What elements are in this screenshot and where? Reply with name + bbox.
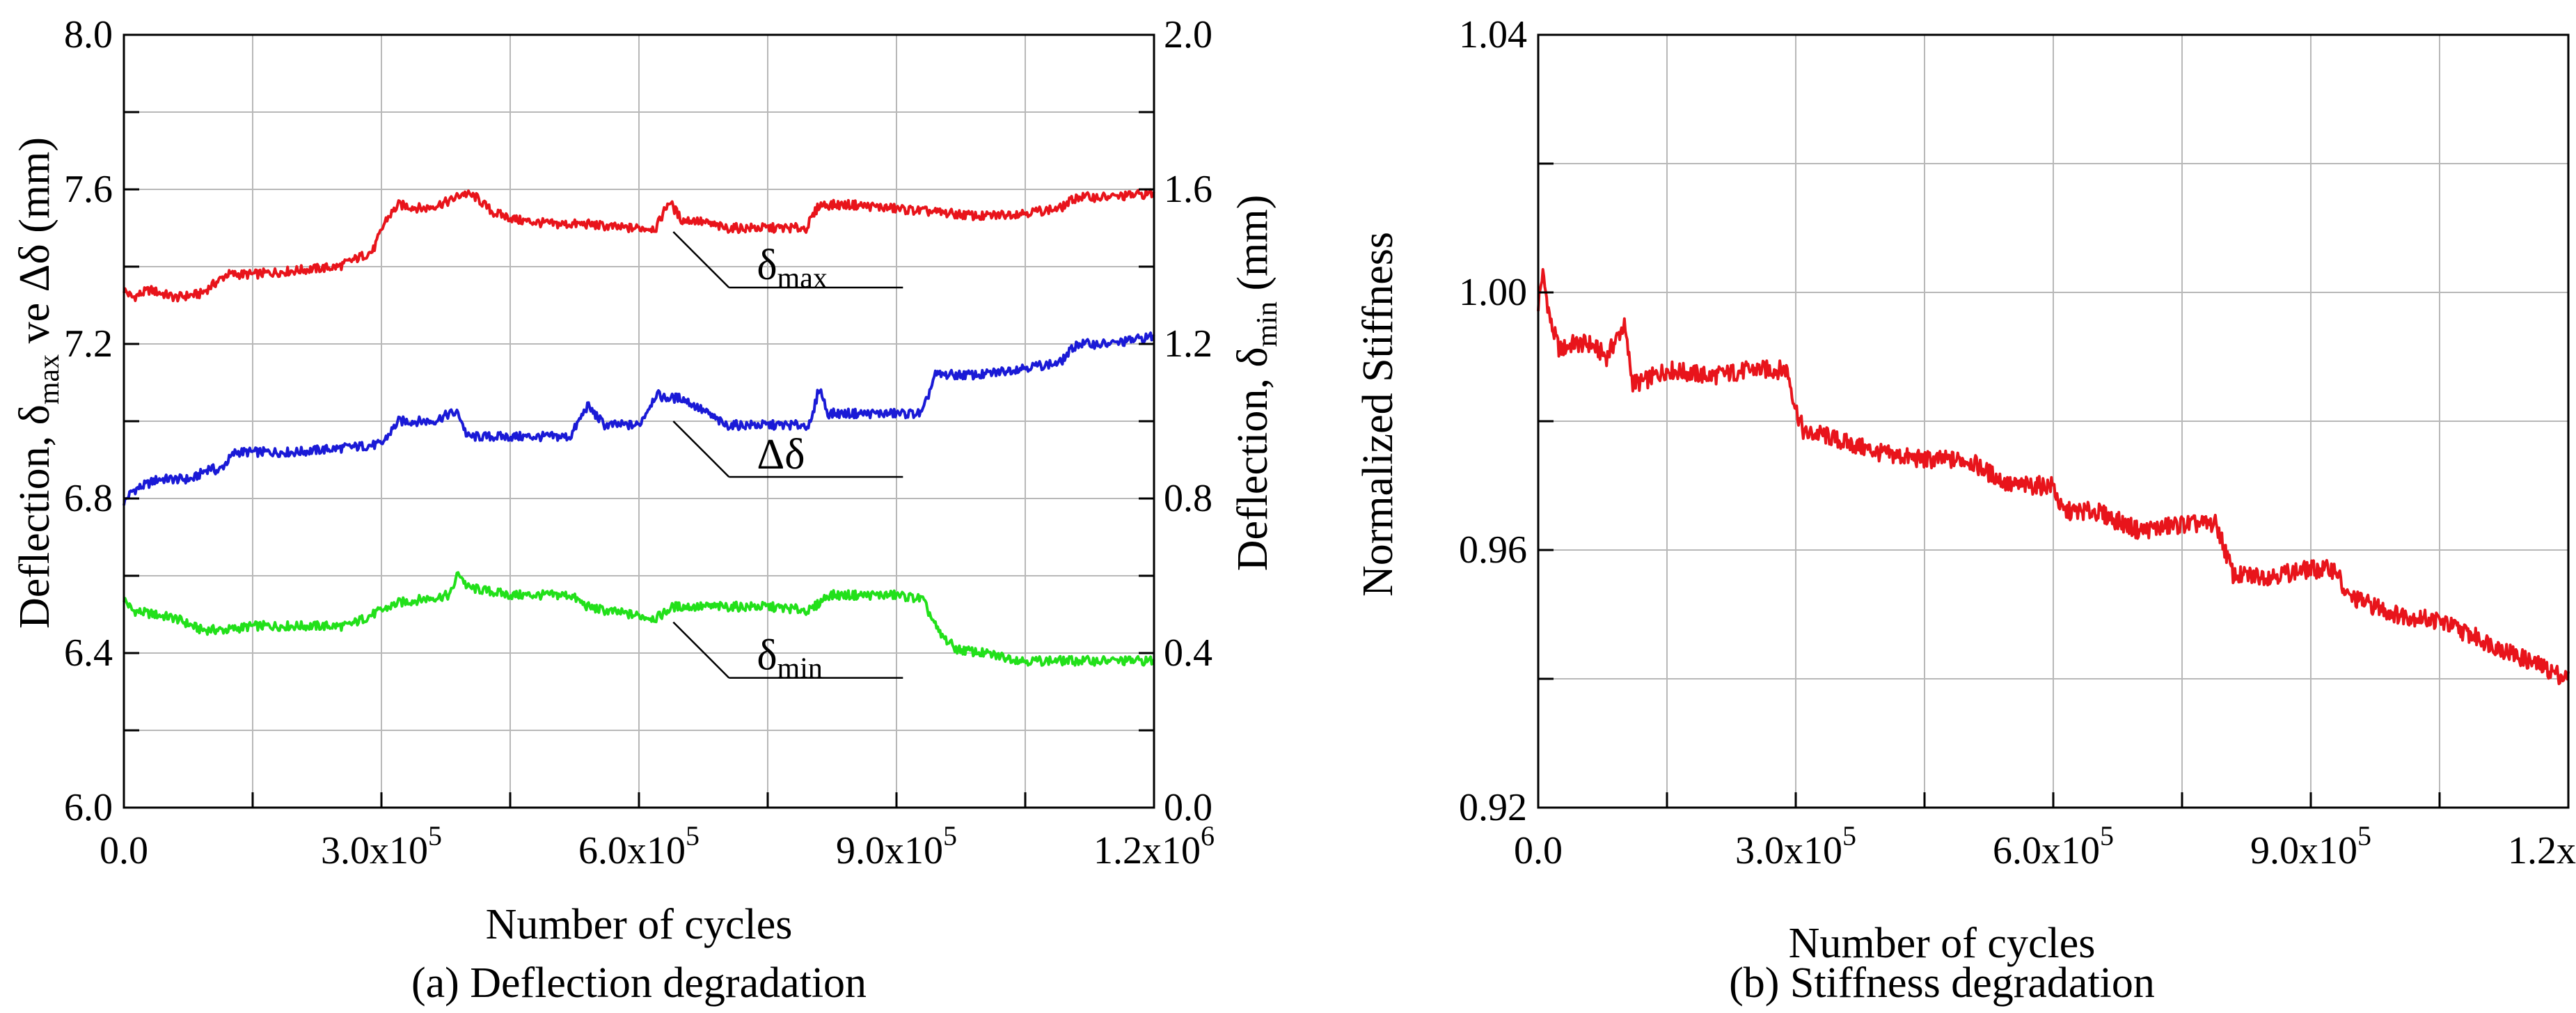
x-tick-label: 6.0x105 bbox=[1993, 820, 2114, 872]
y-tick-label: 7.2 bbox=[64, 322, 113, 366]
annotation-leader-line bbox=[672, 621, 730, 679]
series-line-3 bbox=[123, 571, 1155, 667]
chart-a-tick-marks bbox=[124, 111, 1154, 808]
chart-a-gridlines bbox=[124, 35, 1154, 808]
series-line-1 bbox=[1537, 268, 2570, 686]
y-tick-label: 7.6 bbox=[64, 168, 113, 211]
series-line-1 bbox=[123, 188, 1155, 303]
annotation-leader-line bbox=[672, 231, 730, 288]
y-right-tick-label: 2.0 bbox=[1164, 13, 1212, 56]
chart-deflection: 0.0 3.0x105 6.0x105 9.0x105 1.2x106 6.0 6.4 6.8… bbox=[11, 13, 1283, 1007]
chart-b-gridlines bbox=[1538, 35, 2568, 808]
x-tick-label: 1.2x106 bbox=[1093, 820, 1215, 872]
x-tick-label: 9.0x105 bbox=[2250, 820, 2371, 872]
chart-b-caption: (b) Stiffness degradation bbox=[1729, 959, 2155, 1007]
x-tick-label: 6.0x105 bbox=[578, 820, 700, 872]
y-tick-label: 1.00 bbox=[1459, 271, 1527, 314]
x-tick-label: 1.2x106 bbox=[2508, 820, 2576, 872]
x-tick-label: 0.0 bbox=[1514, 829, 1563, 872]
chart-b-y-axis-label: Normalized Stiffness bbox=[1354, 232, 1402, 597]
chart-b-tick-labels: 0.0 3.0x105 6.0x105 9.0x105 1.2x106 0.92 0.96 1… bbox=[1459, 13, 2576, 872]
y-tick-label: 6.8 bbox=[64, 477, 113, 520]
x-tick-label: 0.0 bbox=[100, 829, 148, 872]
y-tick-label: 1.04 bbox=[1459, 13, 1527, 56]
chart-a-annotations: δmax Δδ δmin bbox=[672, 231, 903, 685]
chart-a-x-axis-label: Number of cycles bbox=[486, 901, 793, 948]
annotation-label: δmin bbox=[757, 632, 823, 685]
x-tick-label: 3.0x105 bbox=[1735, 820, 1856, 872]
y-tick-label: 6.0 bbox=[64, 786, 113, 829]
chart-a-series bbox=[123, 188, 1155, 667]
chart-b-series bbox=[1537, 268, 2570, 686]
series-line-2 bbox=[123, 331, 1155, 506]
y-tick-label: 0.96 bbox=[1459, 528, 1527, 572]
x-tick-label: 9.0x105 bbox=[836, 820, 957, 872]
chart-a-left-y-axis-label: Deflection, δmax ve Δδ (mm) bbox=[11, 137, 65, 629]
chart-stiffness: 0.0 3.0x105 6.0x105 9.0x105 1.2x106 0.92 0.96 1… bbox=[1354, 13, 2576, 1007]
y-right-tick-label: 1.2 bbox=[1164, 322, 1212, 366]
chart-a-caption: (a) Deflection degradation bbox=[411, 959, 867, 1007]
annotation-label: δmax bbox=[757, 242, 828, 295]
y-right-tick-label: 1.6 bbox=[1164, 168, 1212, 211]
x-tick-label: 3.0x105 bbox=[321, 820, 442, 872]
y-tick-label: 8.0 bbox=[64, 13, 113, 56]
annotation-leader-line bbox=[672, 421, 730, 478]
chart-b-tick-marks bbox=[1538, 162, 2441, 808]
chart-b-x-axis-label: Number of cycles bbox=[1789, 920, 2096, 967]
y-tick-label: 0.92 bbox=[1459, 786, 1527, 829]
y-right-tick-label: 0.4 bbox=[1164, 631, 1212, 675]
chart-a-right-y-axis-label: Deflection, δmin (mm) bbox=[1229, 195, 1283, 571]
y-right-tick-label: 0.8 bbox=[1164, 477, 1212, 520]
chart-a-tick-labels: 0.0 3.0x105 6.0x105 9.0x105 1.2x106 6.0 6.4 6.8… bbox=[64, 13, 1215, 872]
y-tick-label: 6.4 bbox=[64, 631, 113, 675]
y-right-tick-label: 0.0 bbox=[1164, 786, 1212, 829]
annotation-label: Δδ bbox=[757, 431, 805, 478]
